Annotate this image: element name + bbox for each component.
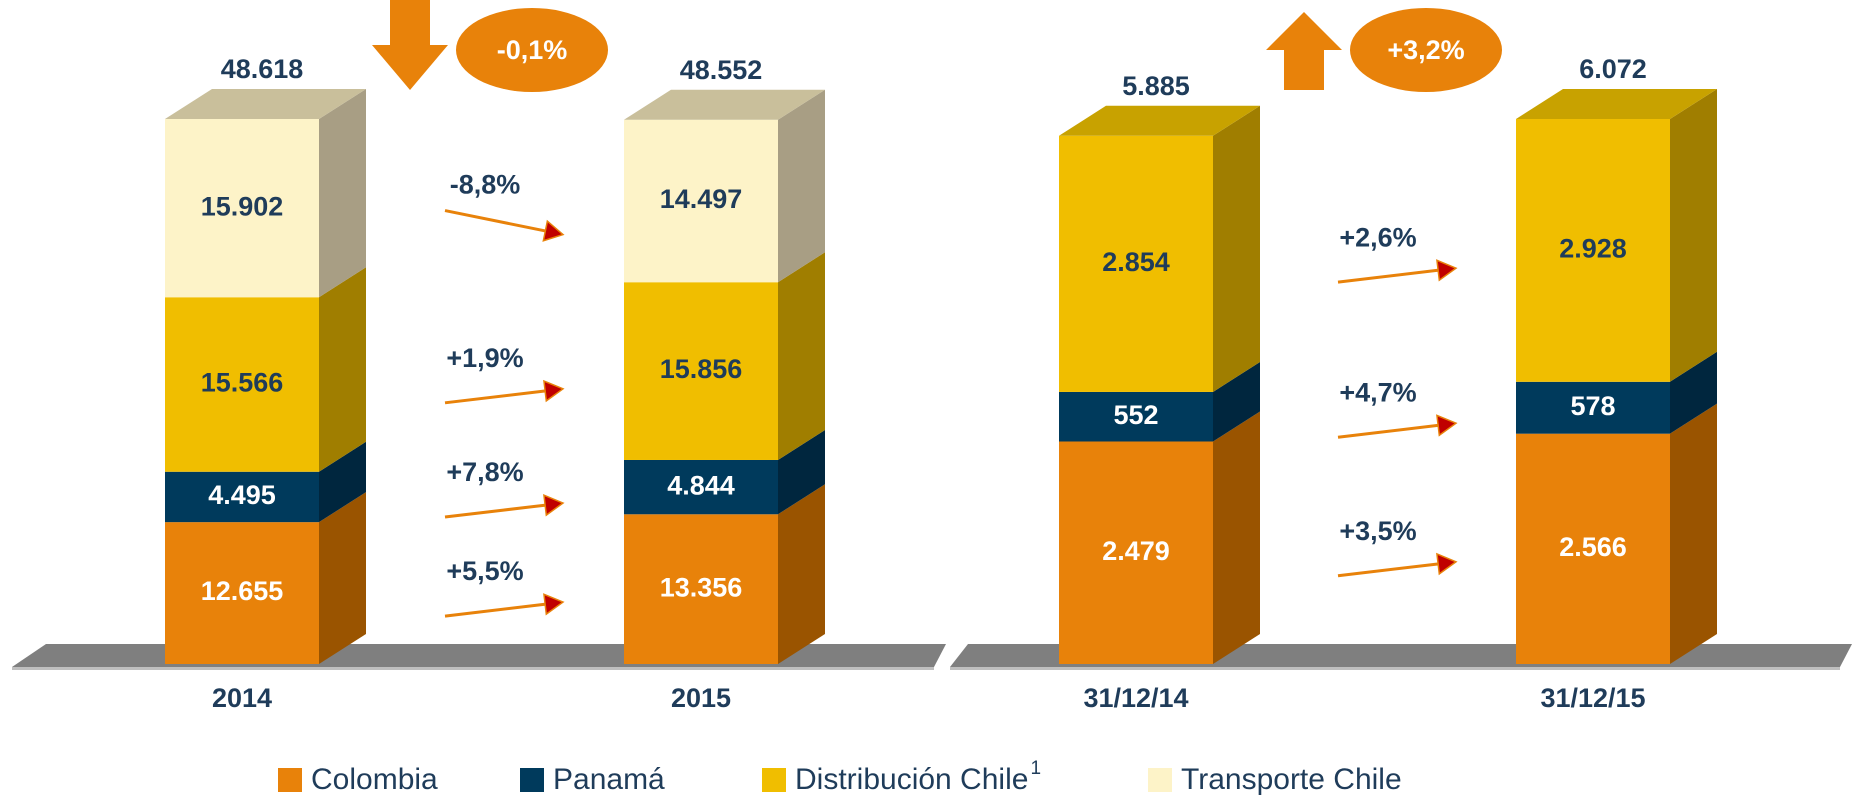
arrow-head — [1436, 552, 1458, 576]
value-label: 15.856 — [660, 354, 743, 384]
bar-segment — [165, 297, 319, 472]
bar-segment — [1516, 381, 1670, 434]
total-change-badge — [1350, 8, 1502, 92]
x-tick-label: 31/12/14 — [1083, 683, 1188, 713]
x-tick-label: 2015 — [671, 683, 731, 713]
bar-side — [778, 252, 825, 460]
value-label: 2.566 — [1559, 532, 1627, 562]
bar-side — [778, 89, 825, 283]
total-change-badge — [456, 8, 608, 92]
bar-side — [778, 484, 825, 664]
value-label: 2.928 — [1559, 234, 1627, 264]
value-label: 578 — [1570, 391, 1615, 421]
bar-top — [624, 89, 825, 120]
bar-top — [1516, 89, 1717, 119]
change-label: +7,8% — [446, 457, 523, 487]
bar-top — [1059, 105, 1260, 136]
legend-note: 1 — [1030, 758, 1041, 779]
bar-side — [319, 89, 366, 298]
bar-side — [1670, 89, 1717, 382]
total-change-arrow — [372, 0, 448, 90]
value-label: 2.854 — [1102, 247, 1170, 277]
bar-segment — [165, 471, 319, 523]
floor-edge — [12, 667, 934, 670]
bar-segment — [624, 459, 778, 515]
legend-label: Panamá — [553, 763, 665, 796]
bar-side — [1213, 411, 1260, 664]
arrow-head — [543, 494, 565, 517]
bar-side — [778, 429, 825, 515]
bar-segment — [624, 119, 778, 283]
value-label: 15.566 — [201, 368, 284, 398]
bar-side — [1670, 403, 1717, 664]
arrow-head — [1436, 259, 1458, 282]
change-arrow — [1337, 561, 1443, 578]
value-label: 4.844 — [667, 470, 735, 500]
bar-side — [319, 441, 366, 523]
total-label: 48.618 — [221, 54, 304, 84]
value-label: 15.902 — [201, 191, 284, 221]
bar-segment — [1059, 391, 1213, 442]
bar-segment — [165, 522, 319, 664]
legend-swatch — [1148, 768, 1172, 792]
floor — [12, 644, 946, 667]
arrow-head — [543, 593, 565, 616]
change-label: +5,5% — [446, 556, 523, 586]
bar-side — [1213, 361, 1260, 442]
legend-label: Transporte Chile — [1181, 763, 1402, 796]
total-change-label: +3,2% — [1387, 35, 1464, 65]
legend-label: Colombia — [311, 763, 438, 796]
change-arrow — [444, 503, 550, 519]
bar-top — [165, 89, 366, 119]
value-label: 12.655 — [201, 576, 284, 606]
change-arrow — [444, 602, 550, 618]
value-label: 2.479 — [1102, 536, 1170, 566]
bar-side — [319, 492, 366, 664]
bar-segment — [624, 282, 778, 460]
arrow-head — [1436, 414, 1458, 437]
change-arrow — [1337, 268, 1443, 284]
legend-swatch — [278, 768, 302, 792]
legend-label: Distribución Chile — [795, 763, 1028, 796]
legend-swatch — [762, 768, 786, 792]
total-change-arrow — [1266, 12, 1342, 90]
total-label: 48.552 — [680, 55, 763, 85]
value-label: 4.495 — [208, 480, 276, 510]
total-change-label: -0,1% — [497, 35, 568, 65]
bar-segment — [1059, 441, 1213, 664]
change-label: -8,8% — [450, 170, 521, 200]
change-arrow — [444, 388, 550, 405]
change-label: +3,5% — [1339, 516, 1416, 546]
arrow-head — [542, 219, 565, 242]
arrow-head — [543, 379, 565, 403]
value-label: 13.356 — [660, 572, 743, 602]
change-arrow — [444, 209, 550, 234]
bar-side — [1213, 105, 1260, 392]
bar-segment — [1516, 119, 1670, 382]
change-label: +2,6% — [1339, 222, 1416, 252]
x-tick-label: 31/12/15 — [1540, 683, 1645, 713]
bar-segment — [1059, 135, 1213, 392]
change-arrow — [1337, 423, 1443, 439]
total-label: 6.072 — [1579, 54, 1647, 84]
bar-segment — [165, 119, 319, 298]
floor-edge — [950, 667, 1840, 670]
change-label: +1,9% — [446, 343, 523, 373]
bar-segment — [1516, 433, 1670, 664]
change-label: +4,7% — [1339, 377, 1416, 407]
value-label: 14.497 — [660, 184, 743, 214]
bar-side — [319, 267, 366, 472]
bar-side — [1670, 351, 1717, 434]
bar-segment — [624, 514, 778, 664]
x-tick-label: 2014 — [212, 683, 272, 713]
value-label: 552 — [1113, 400, 1158, 430]
total-label: 5.885 — [1122, 71, 1190, 101]
legend-swatch — [520, 768, 544, 792]
